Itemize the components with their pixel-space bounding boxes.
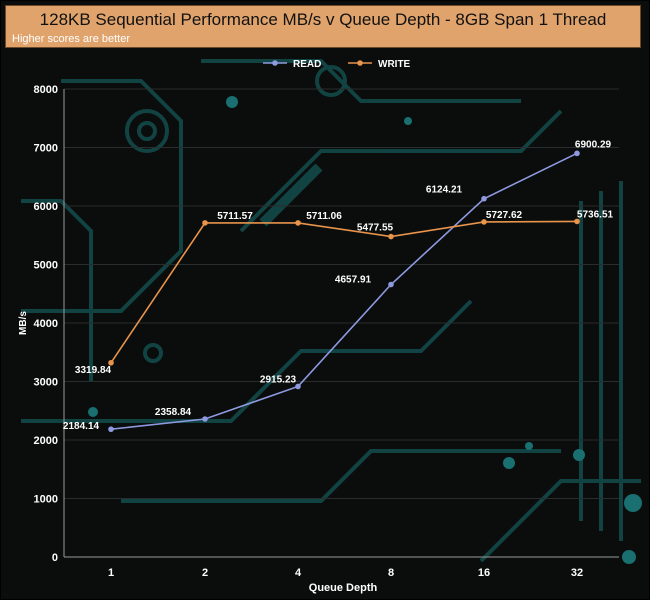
legend: READ WRITE: [263, 59, 411, 70]
circuit-trace: [21, 79, 183, 313]
data-point-read: [388, 281, 394, 288]
circuit-trace: [121, 449, 561, 503]
axes: 0 1000 2000 3000 4000 5000 6000 7000 8000 1 2 4 8 16 3…: [34, 84, 619, 579]
data-point-write: [295, 220, 301, 226]
data-label-write: 5711.06: [306, 211, 342, 222]
circuit-pad: [143, 343, 163, 363]
data-label-read: 2915.23: [260, 374, 297, 385]
data-label-write: 5711.57: [217, 211, 253, 222]
data-point-read: [202, 416, 208, 422]
data-point-read: [481, 195, 487, 202]
x-tick-label: 1: [108, 567, 114, 579]
data-label-write: 3319.84: [75, 365, 112, 376]
data-label-read: 2184.14: [63, 421, 100, 432]
y-tick-label: 6000: [34, 201, 58, 213]
legend-label-write: WRITE: [378, 59, 411, 70]
circuit-trace: [259, 163, 323, 227]
circuit-dot: [503, 457, 515, 469]
data-label-write: 5477.55: [357, 223, 394, 234]
data-label-read: 4657.91: [335, 275, 372, 286]
circuit-pad: [137, 121, 157, 141]
y-tick-label: 8000: [34, 84, 58, 96]
x-tick-label: 2: [202, 567, 208, 579]
y-tick-label: 1000: [34, 494, 58, 506]
data-point-read: [574, 150, 580, 157]
data-point-read: [108, 426, 114, 433]
chart-title: 128KB Sequential Performance MB/s v Queu…: [39, 10, 607, 29]
circuit-dot: [573, 449, 585, 461]
circuit-pad: [125, 109, 169, 153]
y-tick-label: 7000: [34, 143, 58, 155]
data-point-write: [574, 218, 580, 225]
x-tick-label: 32: [571, 567, 583, 579]
legend-label-read: READ: [293, 59, 321, 70]
y-tick-label: 4000: [34, 318, 58, 330]
y-tick-label: 0: [52, 552, 58, 564]
y-axis-label: MB/s: [18, 311, 29, 335]
circuit-dot: [624, 494, 642, 512]
legend-marker-read: [272, 60, 278, 66]
circuit-trace: [21, 199, 93, 381]
x-tick-label: 4: [295, 567, 302, 579]
circuit-trace: [201, 59, 521, 103]
circuit-dots: [88, 96, 642, 564]
chart-subtitle: Higher scores are better: [12, 33, 130, 45]
circuit-trace: [21, 299, 473, 423]
series-line-write: [110, 220, 578, 364]
legend-marker-write: [357, 60, 363, 66]
data-point-write: [388, 233, 394, 240]
data-label-read: 2358.84: [155, 407, 192, 418]
x-tick-label: 16: [478, 567, 490, 579]
data-label-read: 6900.29: [575, 139, 612, 150]
y-tick-label: 3000: [34, 377, 58, 389]
circuit-dot: [88, 407, 98, 417]
circuit-pad: [315, 65, 347, 97]
circuit-trace: [239, 109, 563, 233]
x-axis-label: Queue Depth: [309, 582, 378, 594]
data-point-write: [108, 359, 114, 366]
circuit-dot: [404, 117, 412, 125]
circuit-dot: [525, 442, 533, 450]
data-point-write: [202, 220, 208, 226]
grid-lines: [64, 88, 619, 499]
data-label-read: 6124.21: [426, 185, 463, 196]
circuit-trace: [479, 479, 641, 563]
y-tick-label: 2000: [34, 435, 58, 447]
data-point-read: [295, 383, 301, 390]
circuit-dot: [226, 96, 238, 108]
data-point-write: [481, 219, 487, 225]
series-layer: 2184.14 2358.84 2915.23 4657.91 6124.21 6900.…: [63, 139, 614, 432]
data-label-write: 5736.51: [577, 209, 614, 220]
circuit-dot: [622, 550, 636, 564]
y-tick-label: 5000: [34, 260, 58, 272]
chart-header: 128KB Sequential Performance MB/s v Queu…: [5, 5, 641, 48]
series-line-read: [110, 152, 578, 431]
data-label-write: 5727.62: [486, 210, 523, 221]
x-tick-label: 8: [388, 567, 394, 579]
circuit-background: [21, 59, 641, 563]
circuit-trace: [579, 181, 623, 541]
